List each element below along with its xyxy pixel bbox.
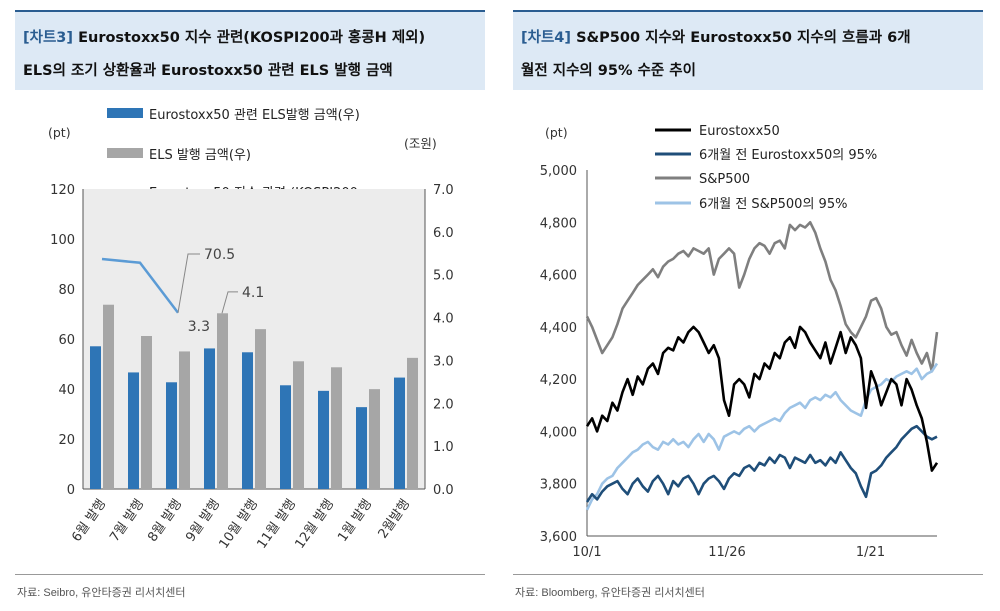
right-divider <box>513 574 983 575</box>
y-tick-label: 4,800 <box>540 216 577 231</box>
series-line-2 <box>585 424 938 503</box>
bar-total-els <box>103 304 114 489</box>
left-chart-source: 자료: Seibro, 유안타증권 리서치센터 <box>17 587 186 599</box>
y-right-tick: 0.0 <box>433 483 454 498</box>
legend-label-1: Eurostoxx50 관련 ELS발행 금액(우) <box>149 107 360 123</box>
right-chart-tag: [차트4] <box>521 30 572 46</box>
left-chart-svg: Eurostoxx50 관련 ELS발행 금액(우)ELS 발행 금액(우)Eu… <box>48 107 454 552</box>
bar-total-els <box>369 389 380 489</box>
y-tick-label: 4,400 <box>540 321 577 336</box>
annotation-3-3: 3.3 <box>188 319 210 335</box>
annotation-leader-4-1 <box>221 291 238 314</box>
bar-total-els <box>407 357 418 489</box>
y-tick-label: 5,000 <box>540 164 577 179</box>
x-tick-label: 2월발행 <box>375 496 413 541</box>
bar-total-els <box>293 361 304 489</box>
y-tick-label: 4,200 <box>540 373 577 388</box>
x-tick-label: 8월 발행 <box>144 496 185 545</box>
series-line-3 <box>585 221 939 373</box>
y-left-tick: 80 <box>58 283 75 298</box>
bar-total-els <box>217 313 228 489</box>
right-chart-title: S&P500 지수와 Eurostoxx50 지수의 흐름과 6개 <box>576 30 911 46</box>
x-tick-label: 6월 발행 <box>68 496 109 545</box>
bar-eurostoxx-els <box>394 377 405 489</box>
x-tick-label: 11/26 <box>708 545 745 560</box>
left-chart-title-line2: ELS의 조기 상환율과 Eurostoxx50 관련 ELS 발행 금액 <box>23 63 393 79</box>
left-chart-panel: [차트3] Eurostoxx50 지수 관련(KOSPI200과 홍콩H 제외… <box>15 0 485 611</box>
bar-total-els <box>141 336 152 489</box>
bar-total-els <box>331 367 342 489</box>
legend-swatch-1 <box>107 108 143 118</box>
legend-label-1: Eurostoxx50 <box>699 124 780 139</box>
bar-eurostoxx-els <box>242 352 253 489</box>
legend-label-2: 6개월 전 Eurostoxx50의 95% <box>699 148 877 163</box>
bar-eurostoxx-els <box>280 385 291 489</box>
y-left-tick: 0 <box>67 483 75 498</box>
legend-label-4: 6개월 전 S&P500의 95% <box>699 197 847 212</box>
right-chart-panel: [차트4] S&P500 지수와 Eurostoxx50 지수의 흐름과 6개 … <box>513 0 983 611</box>
bar-eurostoxx-els <box>128 372 139 489</box>
y-right-tick: 1.0 <box>433 440 454 455</box>
y-tick-label: 3,800 <box>540 478 577 493</box>
bar-eurostoxx-els <box>166 382 177 489</box>
bar-eurostoxx-els <box>204 348 215 489</box>
y-left-tick: 100 <box>50 233 75 248</box>
series-line-1 <box>585 325 939 472</box>
right-chart-svg: Eurostoxx50 6개월 전 Eurostoxx50의 95% S&P500 6… <box>540 124 939 560</box>
x-tick-label: 7월 발행 <box>106 496 147 545</box>
legend-label-3: S&P500 <box>699 172 750 187</box>
left-chart-tag: [차트3] <box>23 30 74 46</box>
series-line-4 <box>585 362 939 511</box>
y-left-tick: 40 <box>58 383 75 398</box>
bar-eurostoxx-els <box>318 390 329 489</box>
legend-swatch-2 <box>107 148 143 158</box>
y-right-tick: 7.0 <box>433 183 454 198</box>
bar-eurostoxx-els <box>356 407 367 489</box>
left-axis-unit: (pt) <box>48 125 71 140</box>
y-right-tick: 5.0 <box>433 269 454 284</box>
y-tick-label: 3,600 <box>540 530 577 545</box>
x-tick-label: 9월 발행 <box>182 496 223 545</box>
left-divider <box>15 574 485 575</box>
annotation-4-1: 4.1 <box>242 285 264 301</box>
y-axis-unit: (pt) <box>545 125 568 140</box>
y-right-tick: 6.0 <box>433 226 454 241</box>
x-tick-label: 1월 발행 <box>334 496 375 545</box>
annotation-70-5: 70.5 <box>204 247 235 263</box>
x-tick-label: 12월 발행 <box>292 496 338 552</box>
left-chart-header: [차트3] Eurostoxx50 지수 관련(KOSPI200과 홍콩H 제외… <box>15 10 485 90</box>
line-early-redemption <box>101 257 179 314</box>
y-right-tick: 3.0 <box>433 354 454 369</box>
y-tick-label: 4,000 <box>540 425 577 440</box>
right-chart-source: 자료: Bloomberg, 유안타증권 리서치센터 <box>515 587 705 599</box>
right-chart-header: [차트4] S&P500 지수와 Eurostoxx50 지수의 흐름과 6개 … <box>513 10 983 90</box>
right-chart-title-line2: 월전 지수의 95% 수준 추이 <box>521 63 696 79</box>
y-left-tick: 60 <box>58 333 75 348</box>
right-chart-title-line1: [차트4] S&P500 지수와 Eurostoxx50 지수의 흐름과 6개 <box>521 26 911 47</box>
y-tick-label: 4,600 <box>540 269 577 284</box>
legend-label-2: ELS 발행 금액(우) <box>149 147 251 163</box>
x-tick-label: 10/1 <box>572 545 601 560</box>
y-right-tick: 4.0 <box>433 312 454 327</box>
left-chart-title: Eurostoxx50 지수 관련(KOSPI200과 홍콩H 제외) <box>78 30 426 46</box>
y-left-tick: 120 <box>50 183 75 198</box>
y-right-tick: 2.0 <box>433 397 454 412</box>
annotation-leader-70 <box>177 253 200 313</box>
plot-area <box>83 189 425 489</box>
x-tick-label: 1/21 <box>856 545 885 560</box>
left-chart-title-line1: [차트3] Eurostoxx50 지수 관련(KOSPI200과 홍콩H 제외… <box>23 26 425 47</box>
right-axis-unit: (조원) <box>404 136 437 151</box>
bar-eurostoxx-els <box>90 346 101 489</box>
bar-total-els <box>179 351 190 489</box>
y-left-tick: 20 <box>58 433 75 448</box>
bar-total-els <box>255 329 266 489</box>
